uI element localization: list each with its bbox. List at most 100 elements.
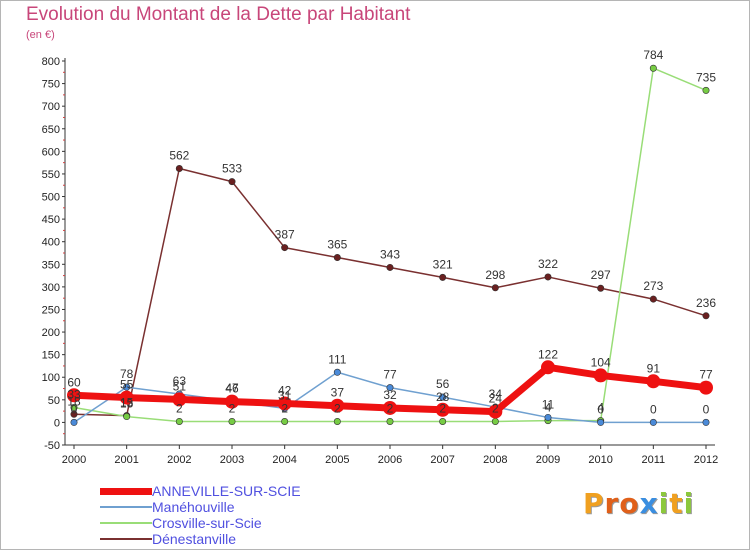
data-point	[386, 263, 394, 271]
data-label: 60	[67, 375, 81, 389]
data-label: 297	[591, 268, 611, 282]
x-tick-label: 2001	[114, 454, 138, 466]
data-point	[544, 273, 552, 281]
legend-item-crosville: Crosville-sur-Scie	[100, 515, 301, 531]
data-label: 2	[281, 402, 288, 416]
data-point	[281, 418, 289, 426]
data-point	[175, 165, 183, 173]
data-point	[333, 254, 341, 262]
logo-letter: x	[639, 487, 659, 520]
data-point	[228, 418, 236, 426]
y-tick-label: 550	[42, 169, 60, 181]
data-point	[70, 418, 78, 426]
data-label: 24	[489, 392, 503, 406]
legend-label-anneville: ANNEVILLE-SUR-SCIE	[152, 482, 301, 499]
y-tick-label: 650	[42, 124, 60, 136]
chart-title: Evolution du Montant de la Dette par Hab…	[26, 4, 411, 25]
data-label: 2	[334, 402, 341, 416]
x-tick-label: 2008	[483, 454, 507, 466]
y-tick-label: 450	[42, 214, 60, 226]
data-label: 32	[383, 388, 397, 402]
data-point	[649, 418, 657, 426]
data-point	[333, 418, 341, 426]
data-label: 31	[278, 388, 292, 402]
data-point	[123, 383, 131, 391]
data-label: 4	[545, 401, 552, 415]
data-point	[541, 360, 555, 375]
y-tick-label: 400	[42, 237, 60, 249]
chart-legend: ANNEVILLE-SUR-SCIE Manéhouville Crosvill…	[100, 483, 301, 547]
data-point	[491, 284, 499, 292]
data-label: 0	[597, 402, 604, 416]
x-tick-label: 2011	[642, 454, 666, 466]
y-tick-label: 250	[42, 304, 60, 316]
x-tick-label: 2004	[272, 454, 296, 466]
data-label: 51	[173, 379, 187, 393]
data-point	[544, 413, 552, 421]
data-label: 55	[120, 378, 134, 392]
data-label: 77	[383, 368, 397, 382]
data-label: 63	[173, 374, 187, 388]
data-point	[646, 374, 661, 389]
data-label: 4	[597, 401, 604, 415]
data-label: 2	[229, 402, 236, 416]
data-label: 42	[278, 383, 292, 397]
y-tick-label: 300	[42, 282, 60, 294]
data-point	[383, 400, 397, 415]
logo-letter: i	[658, 487, 670, 520]
data-label: 298	[485, 268, 505, 282]
y-tick-label: -50	[44, 440, 60, 452]
data-label: 46	[225, 382, 239, 396]
data-label: 533	[222, 162, 242, 176]
legend-swatch-crosville	[100, 522, 152, 524]
x-tick-label: 2003	[220, 454, 244, 466]
x-tick-label: 2007	[430, 454, 454, 466]
data-point	[702, 312, 710, 320]
data-label: 236	[696, 296, 716, 310]
legend-swatch-anneville	[100, 487, 152, 495]
y-tick-label: 350	[42, 259, 60, 271]
data-label: 18	[67, 394, 81, 408]
data-point	[333, 368, 341, 376]
data-label: 784	[643, 48, 663, 62]
data-point	[702, 418, 710, 426]
data-point	[119, 390, 134, 405]
data-label: 735	[696, 70, 716, 84]
data-point	[123, 413, 131, 421]
legend-swatch-manehouville	[100, 506, 152, 508]
data-point	[281, 244, 289, 252]
data-point	[386, 384, 394, 392]
logo-letter: o	[619, 487, 640, 520]
y-tick-label: 600	[42, 146, 60, 158]
data-label: 11	[542, 397, 555, 411]
x-tick-label: 2000	[62, 454, 86, 466]
data-point	[439, 273, 447, 281]
data-point	[435, 402, 450, 417]
data-label: 387	[275, 228, 295, 242]
data-point	[175, 418, 183, 426]
proxiti-logo: Proxiti	[583, 487, 694, 520]
data-label: 0	[71, 402, 78, 416]
data-label: 34	[489, 387, 503, 401]
y-tick-label: 50	[48, 395, 60, 407]
data-point	[277, 396, 292, 411]
legend-item-anneville: ANNEVILLE-SUR-SCIE	[100, 483, 301, 499]
data-label: 28	[436, 390, 450, 404]
data-label: 77	[699, 368, 713, 382]
data-label: 0	[703, 402, 710, 416]
data-point	[330, 398, 345, 413]
logo-letter: r	[604, 487, 620, 520]
data-point	[488, 404, 503, 419]
data-label: 365	[327, 238, 347, 252]
y-tick-label: 200	[42, 327, 60, 339]
data-point	[649, 64, 657, 72]
y-tick-label: 0	[54, 417, 60, 429]
legend-item-denestanville: Dénestanville	[100, 531, 301, 547]
data-label: 111	[328, 352, 347, 366]
data-label: 2	[492, 402, 499, 416]
data-label: 2	[439, 402, 446, 416]
x-tick-label: 2006	[378, 454, 402, 466]
data-label: 91	[647, 361, 661, 375]
